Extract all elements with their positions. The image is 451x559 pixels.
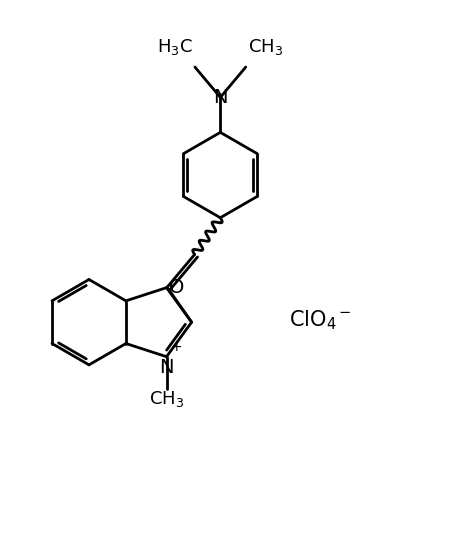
Text: N: N <box>159 358 173 377</box>
Text: N: N <box>212 88 227 107</box>
Text: CH$_3$: CH$_3$ <box>248 37 283 57</box>
Text: O: O <box>168 278 184 297</box>
Text: +: + <box>170 340 182 354</box>
Text: H$_3$C: H$_3$C <box>156 37 192 57</box>
Text: ClO$_4$$^-$: ClO$_4$$^-$ <box>288 308 351 331</box>
Text: CH$_3$: CH$_3$ <box>148 389 184 409</box>
